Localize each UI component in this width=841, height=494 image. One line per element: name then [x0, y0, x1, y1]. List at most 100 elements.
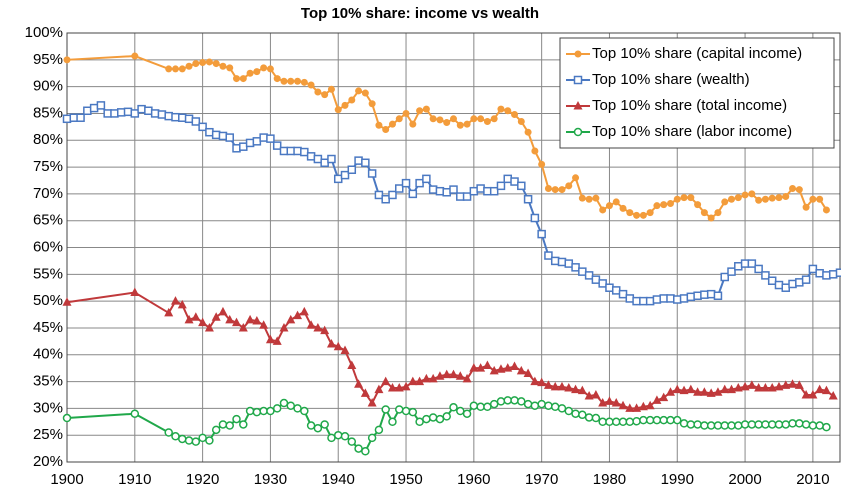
y-tick-label: 75%: [33, 158, 63, 175]
marker: [62, 413, 72, 423]
marker: [584, 271, 594, 280]
marker: [259, 320, 269, 329]
x-tick-label: 1940: [322, 471, 355, 488]
marker: [611, 398, 621, 407]
marker: [693, 291, 702, 301]
marker: [211, 312, 221, 321]
y-tick-label: 40%: [33, 346, 63, 363]
marker: [279, 146, 289, 156]
marker: [96, 101, 106, 110]
marker: [544, 185, 552, 193]
marker: [789, 185, 797, 193]
marker: [782, 193, 790, 201]
x-tick-label: 1910: [118, 471, 151, 488]
marker: [537, 377, 547, 387]
y-tick-label: 90%: [33, 78, 63, 95]
marker: [266, 65, 274, 73]
y-tick-label: 95%: [33, 51, 63, 68]
marker: [733, 382, 743, 392]
marker: [517, 117, 525, 125]
marker: [666, 294, 675, 303]
marker: [706, 421, 716, 430]
marker: [367, 433, 377, 443]
marker: [123, 107, 133, 117]
marker: [639, 211, 647, 219]
marker: [130, 109, 140, 118]
marker: [686, 420, 696, 429]
marker: [347, 360, 357, 369]
marker: [435, 371, 445, 380]
marker: [232, 144, 241, 153]
marker: [573, 101, 583, 110]
marker: [165, 65, 173, 73]
marker: [673, 295, 682, 304]
marker: [313, 154, 323, 164]
marker: [747, 420, 757, 429]
marker: [578, 267, 587, 276]
marker: [665, 387, 675, 396]
x-tick-label: 2010: [796, 471, 829, 488]
marker: [523, 368, 533, 378]
marker: [816, 195, 824, 203]
marker: [381, 194, 390, 204]
marker: [781, 380, 791, 389]
marker: [633, 211, 641, 219]
marker: [294, 77, 302, 85]
y-tick-label: 30%: [33, 399, 63, 416]
marker: [333, 174, 343, 184]
marker: [815, 384, 825, 394]
marker: [192, 60, 200, 68]
marker: [619, 204, 627, 212]
marker: [327, 154, 336, 164]
marker: [456, 121, 464, 129]
marker: [462, 409, 472, 418]
marker: [558, 186, 566, 194]
marker: [550, 381, 560, 391]
marker: [747, 259, 757, 268]
marker: [449, 185, 458, 194]
marker: [171, 65, 179, 73]
marker: [293, 146, 302, 156]
marker: [300, 406, 309, 416]
marker: [388, 120, 396, 128]
marker: [592, 194, 600, 202]
marker: [544, 251, 553, 260]
marker: [612, 198, 620, 206]
y-tick-label: 35%: [33, 373, 63, 390]
marker: [171, 112, 180, 122]
marker: [245, 314, 255, 324]
marker: [233, 75, 241, 83]
marker: [660, 201, 668, 209]
marker: [638, 401, 648, 411]
marker: [652, 295, 662, 304]
marker: [605, 417, 614, 427]
marker: [808, 389, 818, 399]
marker: [672, 384, 682, 394]
marker: [442, 412, 451, 421]
x-tick-label: 1980: [593, 471, 626, 488]
marker: [632, 403, 642, 412]
marker: [443, 119, 451, 127]
marker: [341, 101, 349, 109]
marker: [604, 396, 614, 405]
marker: [226, 64, 234, 72]
marker: [307, 81, 315, 89]
x-tick-label: 1930: [254, 471, 287, 488]
marker: [428, 373, 438, 383]
marker: [456, 406, 465, 416]
marker: [354, 444, 363, 453]
marker: [326, 339, 336, 348]
marker: [232, 317, 242, 327]
marker: [809, 195, 817, 203]
marker: [333, 430, 343, 440]
marker: [760, 382, 770, 392]
marker: [157, 110, 167, 119]
marker: [279, 322, 289, 332]
marker: [767, 276, 777, 285]
marker: [260, 64, 268, 72]
marker: [286, 146, 296, 156]
marker: [361, 158, 370, 168]
marker: [476, 363, 486, 372]
marker: [360, 388, 370, 397]
marker: [645, 400, 655, 410]
